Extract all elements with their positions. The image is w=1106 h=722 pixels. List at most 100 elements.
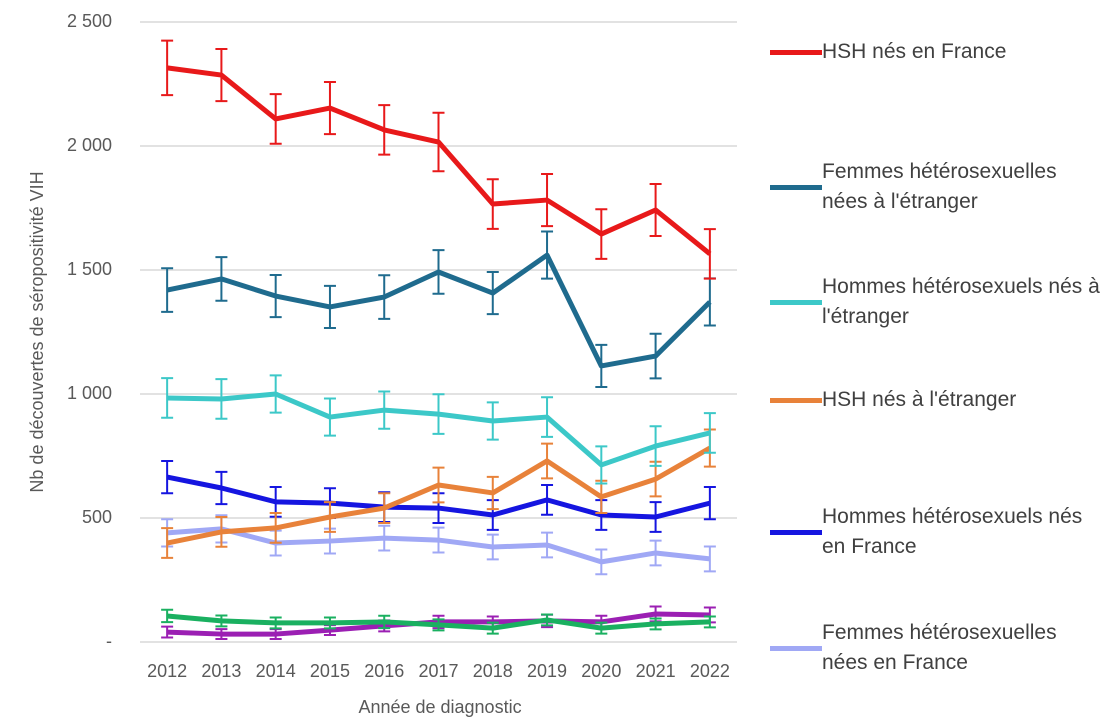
legend-swatch: [770, 645, 822, 651]
x-tick-label: 2017: [418, 661, 458, 681]
error-bar: [269, 512, 282, 544]
legend-label: Hommes hétérosexuels nés en France: [822, 505, 1083, 558]
legend-item: Femmes hétérosexuelles nées à l'étranger: [770, 157, 1100, 217]
error-bar: [269, 93, 282, 145]
x-tick-label: 2015: [310, 661, 350, 681]
error-bar: [215, 628, 228, 641]
error-bar: [432, 111, 445, 173]
legend-swatch: [770, 184, 822, 190]
error-bar: [649, 539, 662, 567]
error-bar: [703, 486, 716, 521]
legend-item: HSH nés à l'étranger: [770, 385, 1100, 415]
error-bar: [215, 256, 228, 302]
error-bar: [595, 208, 608, 260]
x-tick-label: 2013: [201, 661, 241, 681]
error-bar: [649, 501, 662, 533]
y-tick-label: -: [106, 631, 112, 651]
x-tick-label: 2020: [581, 661, 621, 681]
error-bar: [486, 270, 499, 316]
legend-swatch: [770, 529, 822, 535]
error-bar: [649, 617, 662, 631]
error-bar: [432, 393, 445, 435]
x-tick-label: 2022: [690, 661, 730, 681]
error-bar: [595, 621, 608, 635]
x-tick-label: 2016: [364, 661, 404, 681]
x-tick-label: 2014: [256, 661, 296, 681]
error-bar: [703, 545, 716, 573]
error-bar: [323, 81, 336, 136]
error-bar: [215, 48, 228, 103]
error-bar: [161, 267, 174, 313]
error-bar: [378, 492, 391, 524]
error-bar: [215, 470, 228, 506]
error-bar: [595, 445, 608, 485]
error-bar: [378, 524, 391, 552]
legend-swatch: [770, 49, 822, 55]
error-bar: [541, 442, 554, 480]
error-bar: [541, 484, 554, 516]
error-bar: [378, 614, 391, 630]
x-axis-label: Année de diagnostic: [358, 697, 521, 717]
error-bar: [215, 614, 228, 628]
error-bar: [541, 173, 554, 228]
x-tick-label: 2021: [636, 661, 676, 681]
legend-swatch: [770, 299, 822, 305]
error-bar: [269, 273, 282, 319]
error-bar: [269, 374, 282, 414]
x-tick-label: 2018: [473, 661, 513, 681]
error-bar: [161, 625, 174, 639]
error-bar: [161, 39, 174, 97]
error-bar: [703, 412, 716, 454]
error-bar: [541, 531, 554, 559]
error-bar: [486, 475, 499, 511]
error-bar: [703, 228, 716, 280]
legend-item: Femmes hétérosexuelles nées en France: [770, 618, 1100, 678]
y-axis-label: Nb de découvertes de séropositivité VIH: [27, 171, 47, 492]
x-tick-label: 2012: [147, 661, 187, 681]
error-bar: [432, 249, 445, 295]
error-bar: [486, 533, 499, 561]
error-bar: [161, 527, 174, 559]
error-bar: [432, 466, 445, 504]
legend-item: Hommes hétérosexuels nés en France: [770, 502, 1100, 562]
error-bar: [378, 274, 391, 320]
error-bar: [378, 104, 391, 156]
legend-label: HSH nés en France: [822, 40, 1007, 63]
error-bar: [541, 396, 554, 438]
error-bar: [323, 284, 336, 330]
error-bar: [649, 182, 662, 238]
y-tick-label: 500: [82, 507, 112, 527]
legend-label: Hommes hétérosexuels nés à l'étranger: [822, 275, 1100, 328]
error-bar: [161, 459, 174, 495]
error-bar: [269, 616, 282, 630]
legend-label: Femmes hétérosexuelles nées à l'étranger: [822, 160, 1057, 213]
error-bar: [595, 343, 608, 389]
error-bar: [215, 516, 228, 548]
x-tick-label: 2019: [527, 661, 567, 681]
error-bar: [595, 548, 608, 576]
legend-label: HSH nés à l'étranger: [822, 388, 1017, 411]
error-bar: [432, 526, 445, 554]
y-tick-label: 2 500: [67, 11, 112, 31]
y-tick-label: 1 500: [67, 259, 112, 279]
error-bar: [486, 401, 499, 441]
error-bar: [649, 332, 662, 380]
error-bar: [161, 377, 174, 419]
error-bar: [432, 618, 445, 632]
error-bar: [323, 501, 336, 533]
error-bar: [541, 613, 554, 627]
legend-label: Femmes hétérosexuelles nées en France: [822, 621, 1057, 674]
legend-item: Hommes hétérosexuels nés à l'étranger: [770, 272, 1100, 332]
error-bar: [323, 616, 336, 630]
legend-item: HSH nés en France: [770, 37, 1100, 67]
error-bar: [703, 277, 716, 327]
error-bar: [378, 390, 391, 430]
legend-swatch: [770, 397, 822, 403]
error-bar: [323, 397, 336, 437]
error-bar: [649, 425, 662, 467]
error-bar: [703, 615, 716, 629]
error-bar: [161, 608, 174, 624]
error-bar: [215, 378, 228, 420]
y-tick-label: 2 000: [67, 135, 112, 155]
